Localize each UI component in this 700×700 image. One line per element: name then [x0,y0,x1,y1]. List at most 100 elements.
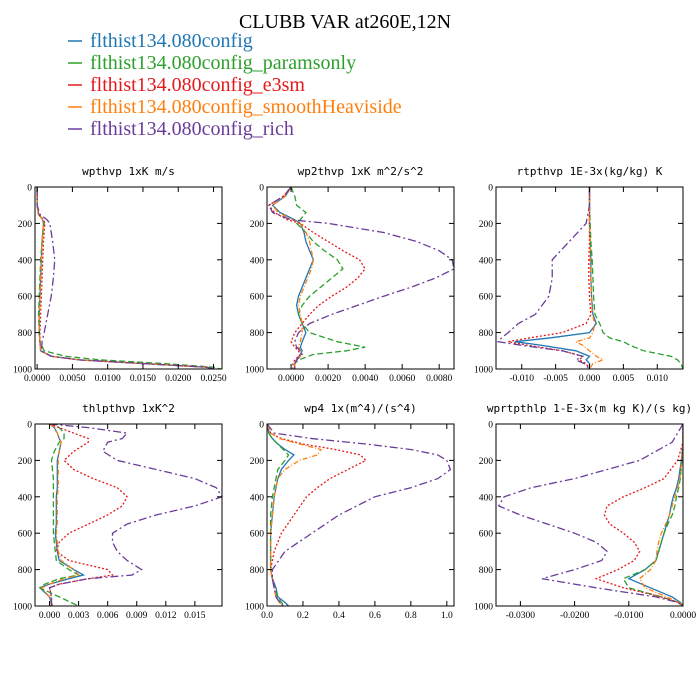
x-tick-label: 0.0060 [389,374,415,384]
subplot-title: wprtpthlp 1-E-3x(m kg K)/(s kg) [487,402,692,415]
x-tick-label: 0.006 [97,611,119,621]
subplot: wp2thvp 1xK m^2/s^2 0 200 400 600 800 1000 0.00… [245,165,455,384]
x-tick-label: -0.010 [509,374,534,384]
series-line [48,424,128,606]
x-tick-label: 0.0000 [24,374,50,384]
y-tick-label: 400 [18,256,33,266]
series-line [36,187,214,369]
x-tick-label: 0.005 [613,374,635,384]
y-tick-label: 0 [27,184,32,194]
series-line [267,424,452,606]
y-tick-label: 200 [479,220,494,230]
x-tick-label: 0.0000 [670,611,696,621]
legend-label: flthist134.080config_paramsonly [90,52,356,74]
y-tick-label: 1000 [13,603,32,613]
subplot: rtpthvp 1E-3x(kg/kg) K 0 200 400 600 800 1000 -… [474,165,684,384]
legend-item: flthist134.080config_smoothHeaviside [68,96,402,118]
series-line [40,424,80,606]
y-tick-label: 200 [479,457,494,467]
y-tick-label: 400 [479,256,494,266]
x-tick-label: 0.0050 [59,374,85,384]
subplot-title: thlpthvp 1xK^2 [82,402,175,415]
series-line [36,187,214,369]
x-tick-label: 0.000 [579,374,601,384]
subplot: thlpthvp 1xK^2 0 200 400 600 800 1000 0.000 0.00… [13,402,223,621]
y-tick-label: 1000 [474,603,493,613]
x-tick-label: 0.0 [261,611,273,621]
series-line [290,187,366,369]
series-line [267,187,366,369]
series-line [48,424,222,606]
y-tick-label: 400 [18,493,33,503]
series-line [267,424,367,606]
legend-item: flthist134.080config_rich [68,118,294,140]
series-line [267,187,454,369]
y-tick-label: 1000 [245,603,264,613]
legend-item: flthist134.080config_paramsonly [68,52,356,74]
series-line [588,187,683,369]
y-tick-label: 200 [18,457,33,467]
y-tick-label: 800 [18,329,33,339]
series-line [36,187,214,369]
y-tick-label: 0 [259,184,264,194]
x-tick-label: 1.0 [441,611,453,621]
series-line [638,424,683,606]
subplot-title: wp4 1x(m^4)/(s^4) [304,402,417,415]
x-tick-label: 0.0040 [352,374,378,384]
x-tick-label: 0.6 [369,611,381,621]
x-tick-label: 0.0150 [130,374,156,384]
series-line [36,187,221,369]
series-line [622,424,683,606]
x-tick-label: 0.0000 [278,374,304,384]
y-tick-label: 600 [18,293,33,303]
y-tick-label: 600 [18,530,33,540]
y-tick-label: 0 [259,421,264,431]
legend-label: flthist134.080config_e3sm [90,74,305,96]
series-line [594,424,683,606]
y-tick-label: 1000 [245,366,264,376]
y-tick-label: 800 [250,566,265,576]
x-tick-label: 0.010 [647,374,669,384]
plot-frame [34,423,223,607]
y-tick-label: 800 [479,566,494,576]
figure-title: CLUBB VAR at260E,12N [239,11,451,33]
legend-item: flthist134.080config [68,30,253,52]
y-tick-label: 800 [250,329,265,339]
y-tick-label: 0 [488,184,493,194]
series-line [574,187,605,369]
y-tick-label: 0 [488,421,493,431]
y-tick-label: 600 [479,293,494,303]
y-tick-label: 200 [250,220,265,230]
x-tick-label: -0.0200 [560,611,590,621]
y-tick-label: 600 [479,530,494,540]
x-tick-label: 0.0100 [95,374,121,384]
y-tick-label: 600 [250,530,265,540]
y-tick-label: 400 [479,493,494,503]
x-tick-label: 0.009 [126,611,148,621]
series-line [267,424,290,606]
y-tick-label: 600 [250,293,265,303]
y-tick-label: 800 [479,329,494,339]
series-line [36,187,214,369]
y-tick-label: 200 [18,220,33,230]
x-tick-label: 0.003 [68,611,90,621]
y-tick-label: 1000 [474,366,493,376]
x-tick-label: 0.0080 [426,374,452,384]
subplot-title: rtpthvp 1E-3x(kg/kg) K [517,165,663,178]
plot-frame [266,186,455,370]
series-line [497,424,683,606]
plot-frame [266,423,455,607]
x-tick-label: 0.000 [39,611,61,621]
x-tick-label: 0.0250 [200,374,226,384]
x-tick-label: -0.005 [543,374,568,384]
x-tick-label: 0.8 [405,611,417,621]
x-tick-label: 0.015 [184,611,206,621]
subplot-title: wp2thvp 1xK m^2/s^2 [298,165,424,178]
y-tick-label: 1000 [13,366,32,376]
legend-label: flthist134.080config [90,30,253,52]
y-tick-label: 200 [250,457,265,467]
